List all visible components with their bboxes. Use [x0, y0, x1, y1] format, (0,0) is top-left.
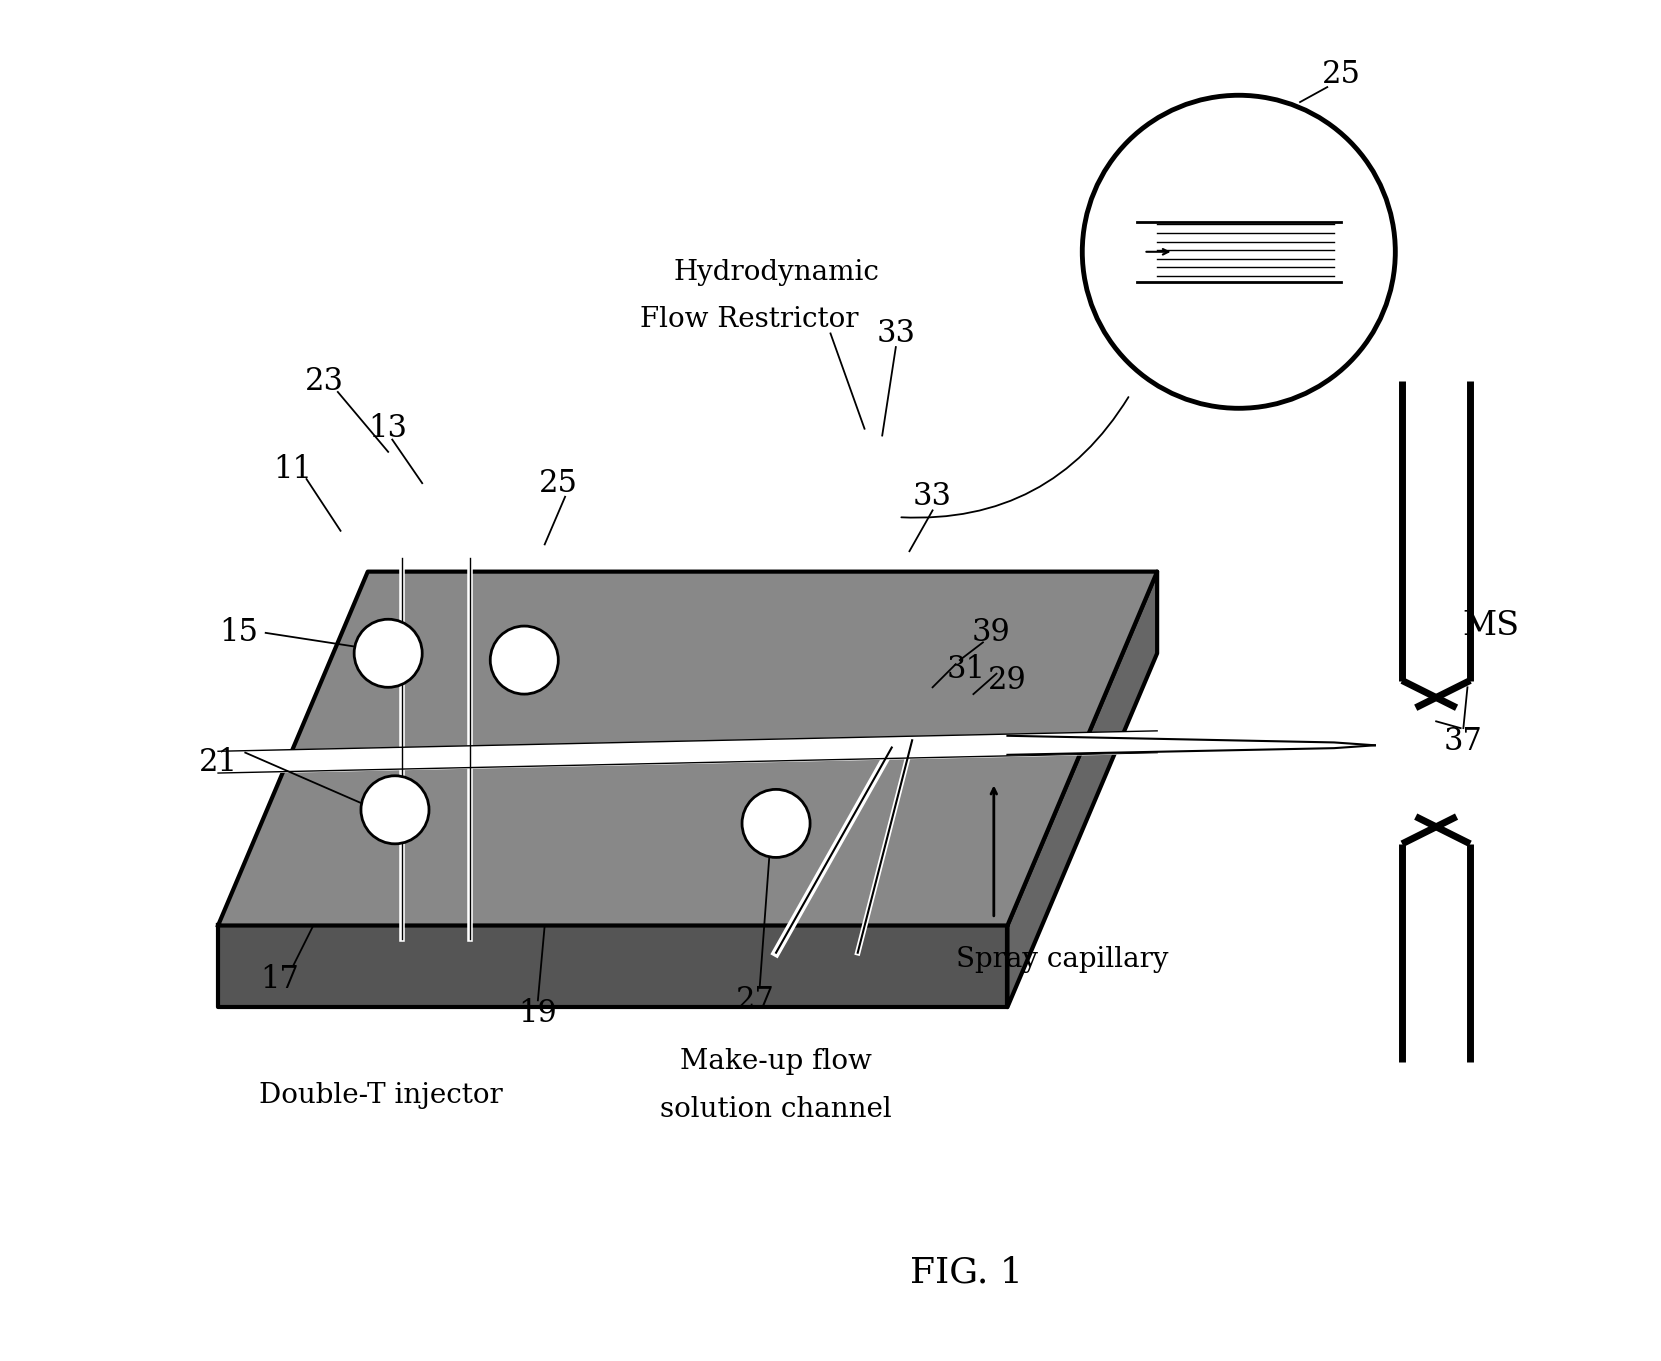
Text: 13: 13 [369, 414, 407, 444]
Text: Flow Restrictor: Flow Restrictor [639, 306, 859, 333]
Circle shape [360, 776, 429, 844]
Text: 25: 25 [538, 468, 578, 498]
Text: Spray capillary: Spray capillary [955, 946, 1168, 973]
Text: 23: 23 [304, 366, 344, 396]
Text: 11: 11 [274, 455, 312, 485]
Text: 17: 17 [259, 965, 299, 995]
Circle shape [742, 789, 811, 857]
Text: Double-T injector: Double-T injector [259, 1082, 503, 1109]
Text: Hydrodynamic: Hydrodynamic [673, 259, 879, 286]
Text: 37: 37 [1443, 727, 1483, 757]
Text: Make-up flow: Make-up flow [679, 1048, 872, 1075]
Circle shape [1083, 95, 1395, 408]
Text: 25: 25 [1322, 60, 1360, 90]
Text: 15: 15 [219, 618, 257, 648]
Polygon shape [218, 572, 1158, 925]
Text: MS: MS [1462, 610, 1520, 642]
Text: 29: 29 [988, 666, 1026, 695]
Text: 39: 39 [972, 618, 1010, 648]
Text: 33: 33 [914, 482, 952, 512]
Text: 27: 27 [736, 985, 776, 1015]
Text: FIG. 1: FIG. 1 [910, 1256, 1023, 1289]
Text: solution channel: solution channel [659, 1096, 892, 1123]
Polygon shape [1008, 572, 1158, 1007]
Polygon shape [218, 925, 1008, 1007]
Text: 31: 31 [947, 655, 987, 685]
Text: 21: 21 [199, 747, 238, 777]
Polygon shape [1008, 736, 1375, 755]
Text: 33: 33 [877, 318, 915, 348]
Circle shape [490, 626, 558, 694]
Text: 19: 19 [518, 999, 556, 1029]
Circle shape [354, 619, 422, 687]
